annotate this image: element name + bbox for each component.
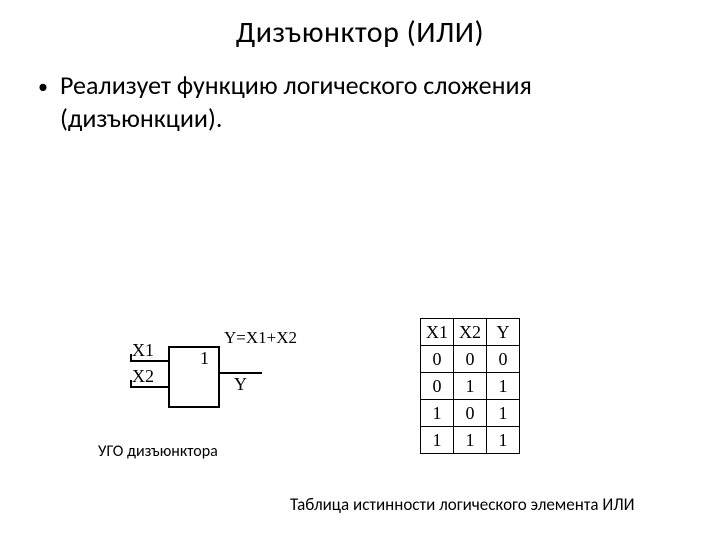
cell: 1 <box>421 400 454 427</box>
gate-body <box>168 346 220 408</box>
bullet-item: • Реализует функцию логического сложения… <box>38 69 682 134</box>
table-row: X1 X2 Y <box>421 319 520 346</box>
page-title: Дизъюнктор (ИЛИ) <box>0 0 720 51</box>
table-row: 1 1 1 <box>421 427 520 454</box>
label-x2: X2 <box>132 366 154 387</box>
label-output: Y <box>234 374 247 395</box>
truth-table-caption: Таблица истинности логического элемента … <box>290 494 635 515</box>
gate-figure: 1 X1 X2 Y=X1+X2 Y <box>90 324 320 434</box>
cell: 1 <box>454 373 487 400</box>
bullet-dot-icon: • <box>38 69 60 100</box>
cell: 1 <box>487 427 520 454</box>
cell: 1 <box>487 373 520 400</box>
table-row: 1 0 1 <box>421 400 520 427</box>
cell: 1 <box>454 427 487 454</box>
th-x2: X2 <box>454 319 487 346</box>
truth-table: X1 X2 Y 0 0 0 0 1 1 1 0 1 <box>420 318 520 454</box>
label-x1: X1 <box>132 340 154 361</box>
table-row: 0 0 0 <box>421 346 520 373</box>
truth-table-wrap: X1 X2 Y 0 0 0 0 1 1 1 0 1 <box>420 318 520 454</box>
cell: 0 <box>454 400 487 427</box>
cell: 0 <box>421 373 454 400</box>
cell: 0 <box>454 346 487 373</box>
cell: 0 <box>487 346 520 373</box>
label-equation: Y=X1+X2 <box>224 328 297 348</box>
cell: 1 <box>421 427 454 454</box>
bullet-text: Реализует функцию логического сложения (… <box>60 69 682 134</box>
bullet-block: • Реализует функцию логического сложения… <box>0 51 720 134</box>
gate-symbol: 1 <box>200 348 209 369</box>
th-x1: X1 <box>421 319 454 346</box>
slide: Дизъюнктор (ИЛИ) • Реализует функцию лог… <box>0 0 720 540</box>
content-area: 1 X1 X2 Y=X1+X2 Y УГО дизъюнктора X1 X2 … <box>0 134 720 474</box>
cell: 1 <box>487 400 520 427</box>
cell: 0 <box>421 346 454 373</box>
gate-caption: УГО дизъюнктора <box>98 442 218 461</box>
th-y: Y <box>487 319 520 346</box>
table-row: 0 1 1 <box>421 373 520 400</box>
